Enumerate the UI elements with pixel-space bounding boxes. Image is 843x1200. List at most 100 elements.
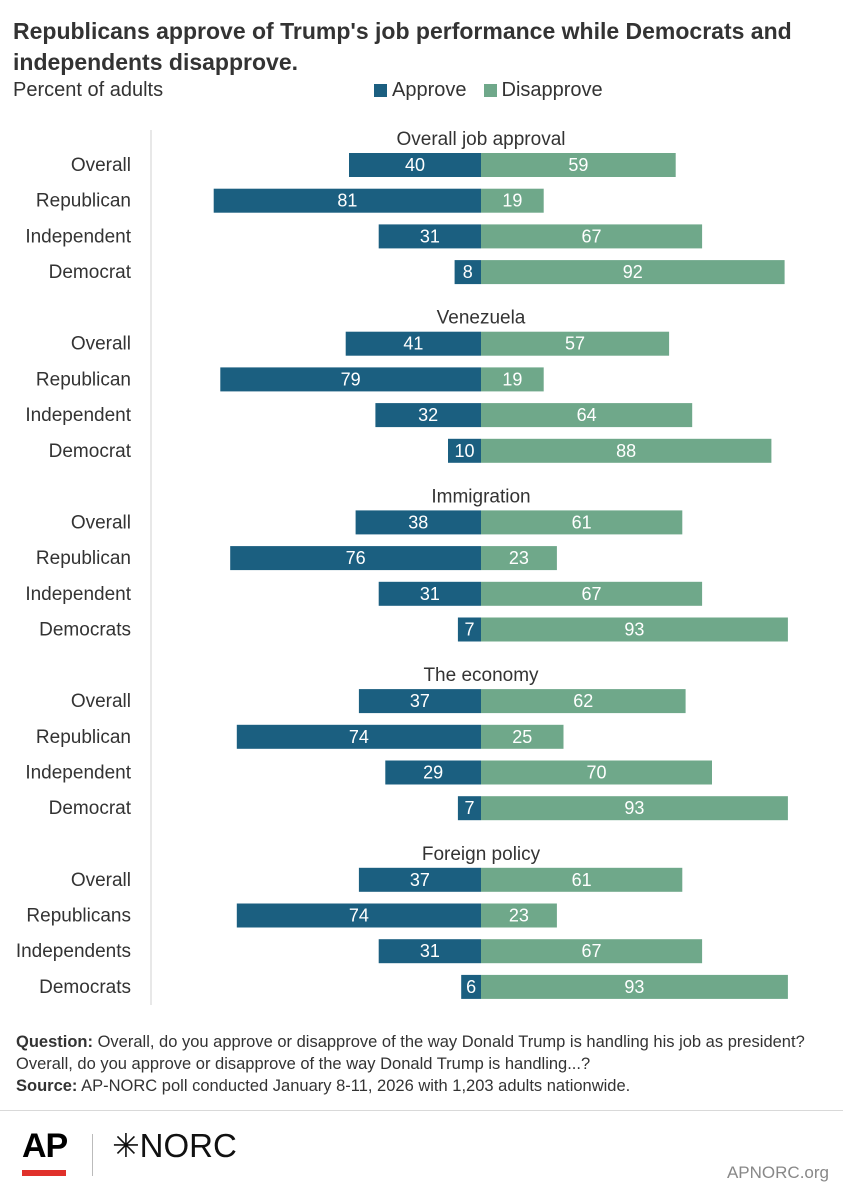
approve-bar [454, 260, 481, 285]
disapprove-value-label: 64 [577, 405, 597, 425]
row-label: Republican [36, 369, 131, 390]
legend-swatch-disapprove [483, 84, 497, 97]
approve-value-label: 7 [464, 798, 474, 818]
approve-value-label: 31 [420, 941, 440, 961]
approve-bar [457, 617, 481, 642]
approve-bar [220, 367, 482, 392]
disapprove-value-label: 67 [582, 584, 602, 604]
row-label: Democrat [49, 441, 132, 462]
source-label: Source: [16, 1077, 78, 1095]
approve-bar [236, 903, 481, 928]
disapprove-bar [481, 331, 670, 356]
row-label: Independent [25, 405, 131, 426]
approve-value-label: 37 [410, 691, 430, 711]
legend-label-disapprove: Disapprove [501, 79, 603, 101]
disapprove-bar [481, 724, 564, 749]
row-label: Overall [71, 870, 131, 891]
site-url: APNORC.org [726, 1163, 829, 1182]
disapprove-bar [481, 689, 686, 714]
disapprove-value-label: 23 [509, 906, 529, 926]
disapprove-value-label: 67 [582, 941, 602, 961]
approve-bar [345, 331, 481, 356]
approve-value-label: 74 [349, 727, 369, 747]
footnote: Question: Overall, do you approve or dis… [16, 1031, 831, 1097]
source-text: AP-NORC poll conducted January 8-11, 202… [81, 1077, 631, 1095]
approve-value-label: 81 [337, 191, 357, 211]
legend-swatch-approve [374, 84, 387, 97]
row-label: Democrats [39, 977, 131, 998]
ap-logo: AP [22, 1127, 68, 1165]
approve-value-label: 40 [405, 155, 425, 175]
diverging-bar-chart: Overall job approval Overall 40 59 Republica… [16, 129, 788, 1005]
row-label: Independent [25, 226, 131, 247]
approve-value-label: 32 [418, 405, 438, 425]
approve-bar [355, 510, 481, 535]
disapprove-value-label: 67 [582, 226, 602, 246]
approve-value-label: 37 [410, 870, 430, 890]
row-label: Overall [71, 691, 131, 712]
disapprove-value-label: 70 [586, 763, 606, 783]
logo-divider [92, 1134, 93, 1176]
disapprove-value-label: 88 [616, 441, 636, 461]
row-label: Republican [36, 548, 131, 569]
row-label: Republican [36, 727, 131, 748]
row-label: Democrat [49, 798, 132, 819]
approve-value-label: 79 [341, 369, 361, 389]
disapprove-value-label: 19 [502, 191, 522, 211]
approve-value-label: 6 [466, 977, 476, 997]
row-label: Overall [71, 334, 131, 355]
norc-logo: ✳NORC [112, 1127, 237, 1164]
approve-bar [358, 867, 481, 892]
disapprove-value-label: 61 [572, 512, 592, 532]
group-title: Immigration [431, 486, 530, 507]
disapprove-bar [481, 224, 703, 249]
disapprove-bar [481, 581, 703, 606]
disapprove-bar [481, 617, 788, 642]
disapprove-bar [481, 367, 544, 392]
footer-divider [0, 1110, 843, 1111]
approve-bar [378, 581, 481, 606]
disapprove-bar [481, 760, 712, 785]
disapprove-value-label: 19 [502, 369, 522, 389]
question-text: Overall, do you approve or disapprove of… [16, 1033, 805, 1073]
disapprove-bar [481, 260, 785, 285]
approve-value-label: 38 [408, 512, 428, 532]
approve-value-label: 31 [420, 584, 440, 604]
row-label: Independent [25, 763, 131, 784]
legend-label-approve: Approve [392, 79, 467, 101]
group-title: Overall job approval [397, 129, 566, 150]
disapprove-value-label: 93 [624, 620, 644, 640]
group-title: Foreign policy [422, 844, 541, 865]
disapprove-value-label: 25 [512, 727, 532, 747]
row-label: Democrat [49, 262, 132, 283]
approve-value-label: 31 [420, 226, 440, 246]
approve-bar [378, 224, 481, 249]
row-label: Democrats [39, 620, 131, 641]
approve-bar [457, 796, 481, 821]
legend-item-approve: Approve [374, 79, 467, 102]
legend-item-disapprove: Disapprove [483, 79, 603, 102]
approve-value-label: 10 [454, 441, 474, 461]
group-title: Venezuela [437, 308, 526, 329]
approve-bar [385, 760, 481, 785]
disapprove-bar [481, 188, 544, 213]
row-label: Overall [71, 155, 131, 176]
row-label: Overall [71, 512, 131, 533]
approve-value-label: 29 [423, 763, 443, 783]
disapprove-value-label: 93 [624, 977, 644, 997]
ap-logo-underline [22, 1170, 66, 1176]
row-label: Republican [36, 191, 131, 212]
disapprove-bar [481, 546, 557, 571]
approve-bar [375, 403, 481, 428]
disapprove-value-label: 59 [568, 155, 588, 175]
disapprove-bar [481, 438, 772, 463]
approve-value-label: 7 [464, 620, 474, 640]
approve-value-label: 8 [463, 262, 473, 282]
disapprove-bar [481, 796, 788, 821]
approve-bar [213, 188, 481, 213]
row-label: Independent [25, 584, 131, 605]
group-title: The economy [423, 665, 539, 686]
question-label: Question: [16, 1033, 93, 1051]
row-label: Republicans [26, 906, 131, 927]
disapprove-bar [481, 867, 683, 892]
